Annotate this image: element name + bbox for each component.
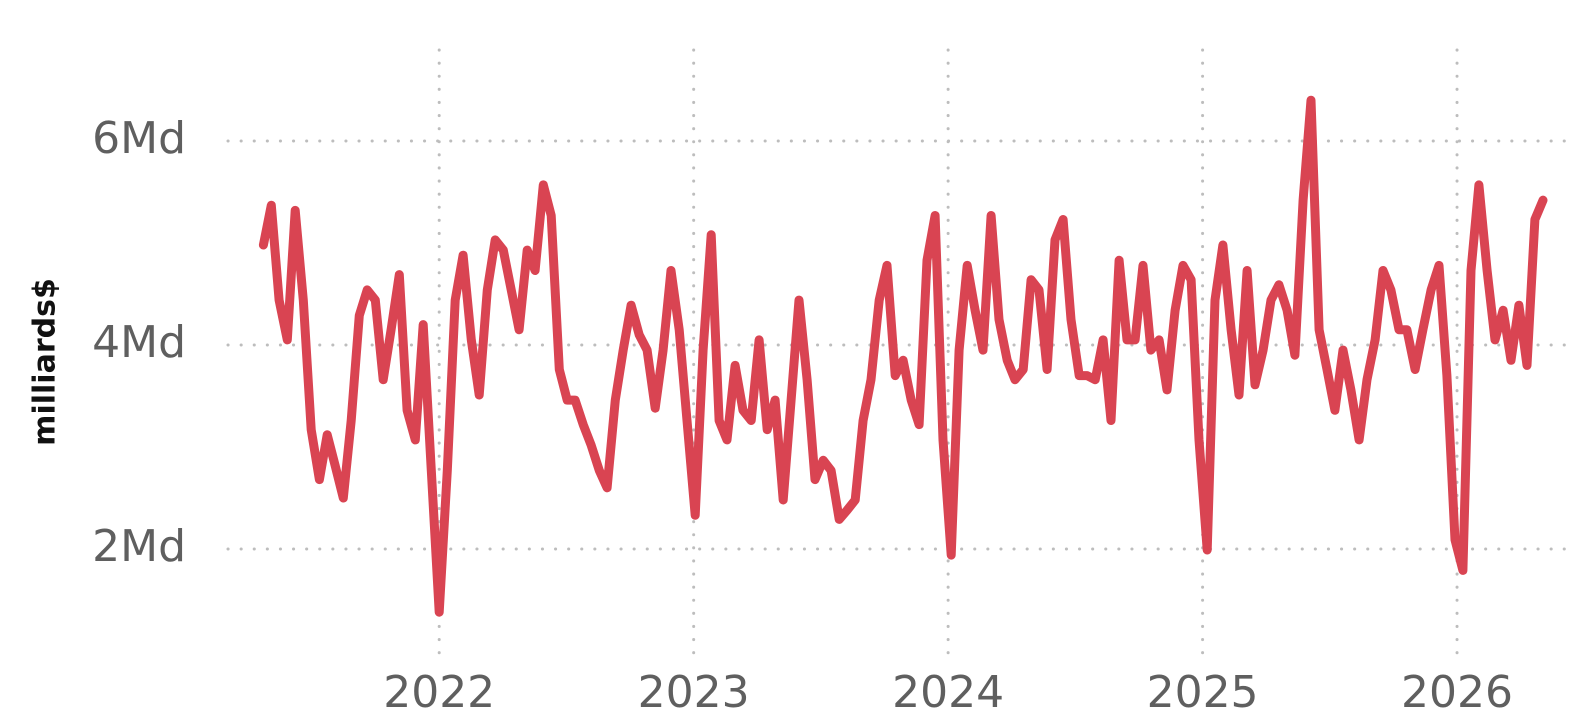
x-tick-label: 2023 <box>638 667 750 718</box>
data-line <box>258 95 1548 617</box>
y-tick-label: 2Md <box>92 521 186 572</box>
x-tick-label: 2024 <box>892 667 1004 718</box>
y-axis-label: milliards$ <box>28 278 63 446</box>
y-tick-label: 6Md <box>92 113 186 164</box>
x-tick-label: 2025 <box>1147 667 1259 718</box>
x-tick-label: 2022 <box>383 667 495 718</box>
y-tick-label: 4Md <box>92 317 186 368</box>
x-tick-label: 2026 <box>1401 667 1513 718</box>
